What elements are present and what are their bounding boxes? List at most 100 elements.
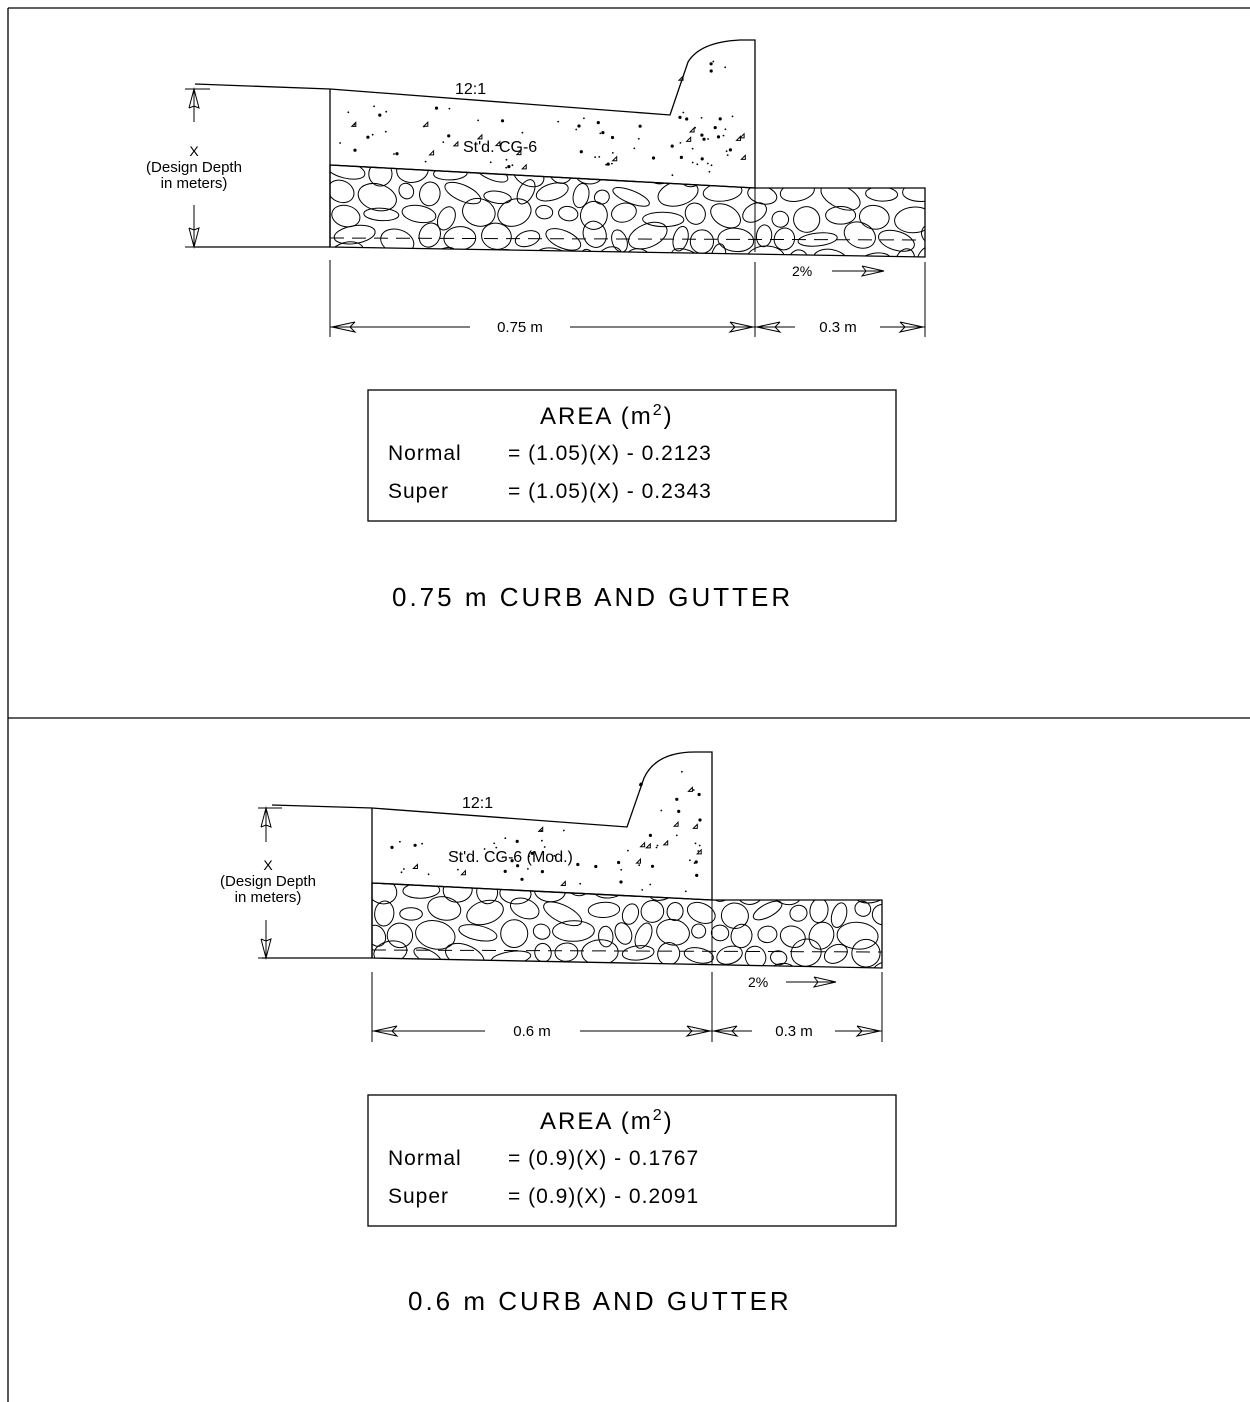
concrete-stipple-mark bbox=[611, 162, 613, 165]
concrete-stipple-mark bbox=[638, 864, 641, 867]
normal-formula: = (0.9)(X) - 0.1767 bbox=[508, 1147, 699, 1170]
concrete-stipple-mark bbox=[650, 864, 655, 868]
aggregate-stone bbox=[445, 942, 485, 968]
concrete-stipple-mark bbox=[713, 126, 717, 130]
concrete-stipple-mark bbox=[708, 170, 711, 173]
grade-line bbox=[194, 83, 331, 90]
concrete-stipple-mark bbox=[681, 770, 683, 773]
aggregate-stone bbox=[363, 207, 400, 222]
depth-dimension: X (Design Depth in meters) bbox=[146, 87, 242, 249]
concrete-stipple-mark bbox=[697, 850, 700, 852]
concrete-stipple-mark bbox=[576, 862, 580, 867]
aggregate-stone bbox=[766, 962, 798, 968]
concrete-stipple-mark bbox=[395, 152, 399, 156]
concrete-stipple-mark bbox=[403, 868, 405, 870]
concrete-stipple-mark bbox=[503, 869, 507, 874]
aggregate-stone bbox=[374, 900, 395, 927]
aggregate-stone bbox=[727, 254, 744, 257]
concrete-stipple-mark bbox=[722, 134, 725, 137]
aggregate-stone bbox=[514, 230, 541, 248]
aggregate-stone bbox=[534, 942, 552, 963]
area-title: AREA (m2) bbox=[540, 402, 674, 430]
width-dimensions: 0.75 m 0.3 m bbox=[329, 260, 926, 337]
aggregate-stone bbox=[481, 222, 512, 250]
concrete-stipple-mark bbox=[399, 840, 401, 843]
aggregate-stone bbox=[634, 922, 653, 949]
aggregate-stone bbox=[509, 897, 540, 920]
concrete-stipple-mark bbox=[728, 148, 733, 152]
aggregate-stone bbox=[672, 225, 689, 252]
aggregate-stone bbox=[444, 181, 482, 205]
offset-width-label: 0.3 m bbox=[775, 1023, 813, 1040]
normal-label: Normal bbox=[388, 442, 462, 465]
concrete-stipple-mark bbox=[583, 117, 585, 120]
concrete-stipple-mark bbox=[500, 119, 505, 123]
concrete-stipple-mark bbox=[726, 154, 729, 157]
aggregate-stone bbox=[436, 206, 456, 231]
aggregate-stone bbox=[808, 921, 835, 950]
concrete-stipple-mark bbox=[633, 147, 636, 150]
aggregate-stone bbox=[830, 902, 848, 928]
panel-caption: 0.75 m CURB AND GUTTER bbox=[392, 582, 793, 612]
offset-width-label: 0.3 m bbox=[819, 319, 857, 336]
aggregate-stone bbox=[419, 181, 441, 207]
concrete-stipple-mark bbox=[371, 133, 374, 136]
aggregate-stone bbox=[627, 883, 647, 897]
aggregate-stone bbox=[790, 938, 822, 967]
aggregate-stone bbox=[372, 924, 387, 947]
area-table: AREA (m2) Normal = (0.9)(X) - 0.1767 Sup… bbox=[367, 1094, 897, 1227]
aggregate-stone bbox=[554, 942, 579, 962]
aggregate-stone bbox=[612, 187, 650, 207]
concrete-stipple-mark bbox=[710, 164, 713, 167]
concrete-stipple-mark bbox=[452, 140, 459, 147]
super-formula: = (0.9)(X) - 0.2091 bbox=[508, 1185, 699, 1208]
aggregate-stone bbox=[625, 248, 651, 257]
aggregate-stone bbox=[812, 248, 851, 257]
aggregate-stone bbox=[716, 945, 743, 965]
aggregate-stone bbox=[621, 903, 640, 925]
aggregate-stone bbox=[418, 222, 441, 248]
gutter-width-label: 0.6 m bbox=[513, 1023, 551, 1040]
slope-label: 12:1 bbox=[455, 81, 486, 98]
concrete-stipple-mark bbox=[507, 165, 511, 169]
aggregate-stone bbox=[460, 251, 493, 257]
concrete-stipple-mark bbox=[601, 131, 605, 135]
super-label: Super bbox=[388, 480, 449, 503]
concrete-stipple-mark bbox=[702, 137, 706, 141]
aggregate-stone bbox=[575, 166, 603, 185]
concrete-stipple-mark bbox=[619, 880, 623, 884]
aggregate-stone bbox=[657, 180, 699, 207]
aggregate-base bbox=[329, 164, 926, 258]
aggregate-stone bbox=[368, 165, 393, 187]
aggregate-stone bbox=[746, 245, 786, 257]
aggregate-stone bbox=[894, 248, 916, 257]
aggregate-stone bbox=[466, 899, 504, 926]
aggregate-stone bbox=[742, 202, 767, 223]
aggregate-stone bbox=[854, 900, 872, 917]
aggregate-stone bbox=[497, 198, 532, 227]
aggregate-stone bbox=[483, 190, 512, 205]
aggregate-stone bbox=[370, 249, 412, 257]
material-label: St'd. CG-6 (Mod.) bbox=[448, 849, 573, 866]
aggregate-stone bbox=[734, 165, 764, 183]
aggregate-stone bbox=[628, 221, 668, 250]
panel-curb-gutter-06: 12:1 St'd. CG-6 (Mod.) X (Design Depth i… bbox=[220, 751, 897, 1316]
concrete-stipple-mark bbox=[421, 842, 423, 845]
concrete-stipple-mark bbox=[579, 882, 582, 885]
concrete-stipple-mark bbox=[645, 842, 651, 849]
aggregate-stone bbox=[490, 950, 532, 966]
concrete-stipple-mark bbox=[495, 846, 498, 849]
aggregate-stone bbox=[548, 165, 574, 184]
concrete-stipple-mark bbox=[476, 133, 483, 140]
aggregate-stone bbox=[552, 920, 595, 942]
aggregate-stone bbox=[398, 182, 415, 200]
concrete-stipple-mark bbox=[515, 149, 522, 156]
depth-label-line3: in meters) bbox=[161, 175, 228, 192]
concrete-stipple bbox=[390, 770, 702, 893]
aggregate-stone bbox=[611, 202, 637, 223]
concrete-stipple-mark bbox=[521, 131, 524, 134]
concrete-stipple-mark bbox=[700, 117, 703, 119]
aggregate-stone bbox=[689, 229, 715, 254]
aggregate-stone bbox=[833, 965, 872, 997]
concrete-stipple-mark bbox=[675, 797, 679, 801]
